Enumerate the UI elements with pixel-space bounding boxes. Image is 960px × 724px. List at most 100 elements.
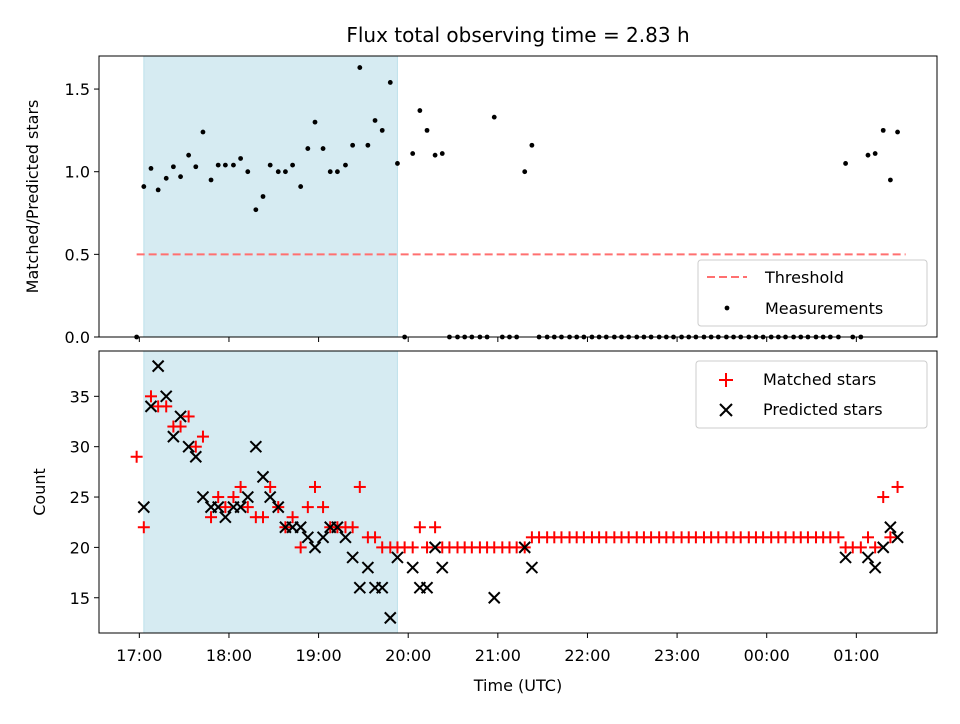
measurement-point — [365, 142, 371, 148]
measurement-point — [887, 177, 893, 183]
predicted-star-point — [420, 581, 434, 594]
legend-predicted-swatch — [719, 403, 733, 417]
predicted-star-point — [316, 531, 330, 544]
bottom-legend-box — [695, 360, 928, 429]
matched-star-point — [301, 501, 314, 514]
measurement-point — [163, 175, 169, 181]
bottom-y-axis-label: Count — [30, 468, 49, 516]
x-axis-label: Time (UTC) — [473, 676, 562, 695]
bottom-legend: Matched stars Predicted stars — [695, 360, 928, 429]
predicted-star-point — [331, 521, 344, 534]
matched-star-point — [212, 491, 225, 504]
matched-star-point — [196, 430, 209, 443]
measurement-point — [208, 177, 214, 183]
measurement-point — [865, 152, 871, 158]
predicted-star-point — [525, 561, 539, 574]
predicted-star-point — [406, 561, 419, 574]
measurement-point — [372, 118, 378, 123]
measurement-point — [491, 114, 497, 120]
matched-star-point — [884, 531, 897, 544]
measurement-point — [357, 65, 363, 70]
measurement-point — [327, 169, 333, 175]
predicted-star-point — [263, 490, 277, 504]
predicted-star-point — [256, 470, 270, 484]
predicted-star-point — [428, 541, 442, 554]
predicted-star-point — [196, 490, 210, 504]
measurement-point — [178, 174, 183, 180]
legend-measurements-label: Measurements — [765, 299, 883, 318]
y-tick-label: 25 — [70, 488, 90, 507]
legend-matched-label: Matched stars — [763, 370, 876, 389]
measurement-point — [320, 146, 326, 151]
top-x-ticks — [138, 337, 857, 342]
x-tick-label: 18:00 — [206, 646, 252, 665]
measurement-point — [238, 156, 244, 161]
predicted-star-point — [234, 500, 247, 514]
x-tick-label: 19:00 — [296, 646, 342, 665]
matched-star-point — [189, 440, 202, 453]
legend-predicted-label: Predicted stars — [763, 400, 883, 419]
predicted-star-point — [346, 551, 359, 564]
matched-star-point — [234, 480, 247, 493]
measurement-point — [335, 169, 340, 175]
matched-star-point — [406, 541, 419, 554]
predicted-star-point — [308, 541, 322, 554]
matched-star-point — [294, 541, 307, 554]
measurement-point — [410, 151, 416, 156]
matched-star-point — [421, 541, 434, 554]
predicted-star-point — [353, 581, 367, 594]
bottom-axes-frame — [98, 350, 938, 634]
x-tick-label: 21:00 — [475, 646, 521, 665]
predicted-star-point — [151, 359, 165, 373]
x-tick-label: 17:00 — [116, 646, 162, 665]
bottom-y-ticks: 15 20 25 30 35 — [70, 387, 99, 608]
chart-title: Flux total observing time = 2.83 h — [346, 23, 689, 47]
measurement-point — [872, 151, 878, 156]
matched-star-point — [144, 390, 157, 403]
measurement-point — [432, 152, 438, 158]
matched-star-point — [346, 521, 359, 534]
matched-star-point — [308, 480, 321, 493]
measurement-point — [260, 194, 266, 199]
predicted-star-point — [211, 500, 225, 514]
y-tick-label: 20 — [70, 538, 90, 557]
predicted-star-point — [167, 430, 180, 443]
measurement-point — [522, 169, 528, 175]
predicted-star-point — [294, 521, 307, 534]
predicted-star-point — [868, 561, 882, 574]
predicted-star-point — [884, 521, 897, 534]
y-tick-label: 1.5 — [65, 80, 90, 99]
legend-matched-swatch — [719, 373, 733, 387]
matched-star-point — [257, 511, 270, 524]
matched-star-point — [227, 491, 240, 504]
predicted-star-point — [518, 541, 531, 554]
matched-star-point — [861, 531, 874, 544]
predicted-star-point — [301, 531, 315, 544]
predicted-star-point — [272, 500, 285, 514]
measurement-point — [387, 80, 393, 85]
matched-star-point — [205, 511, 218, 524]
predicted-star-point — [249, 440, 263, 453]
legend-threshold-label: Threshold — [764, 268, 844, 287]
predicted-star-point — [361, 561, 375, 574]
measurement-point — [283, 169, 288, 175]
predicted-star-point — [189, 450, 203, 463]
measurement-point — [343, 162, 348, 168]
matched-star-point — [317, 501, 330, 514]
top-legend: Threshold Measurements — [697, 259, 928, 327]
x-tick-label: 22:00 — [564, 646, 610, 665]
y-tick-label: 30 — [70, 438, 90, 457]
measurement-point — [215, 162, 221, 168]
measurement-point — [222, 162, 228, 168]
measurement-point — [155, 187, 161, 193]
measurement-point — [379, 127, 385, 133]
measurement-point — [290, 162, 295, 168]
predicted-star-point — [376, 581, 389, 594]
matched-star-point — [832, 531, 845, 544]
y-tick-label: 15 — [70, 589, 90, 608]
x-tick-label: 23:00 — [654, 646, 700, 665]
measurement-point — [395, 161, 400, 166]
y-tick-label: 1.0 — [65, 163, 90, 182]
matched-star-point — [353, 480, 366, 493]
measurement-point — [895, 129, 900, 135]
